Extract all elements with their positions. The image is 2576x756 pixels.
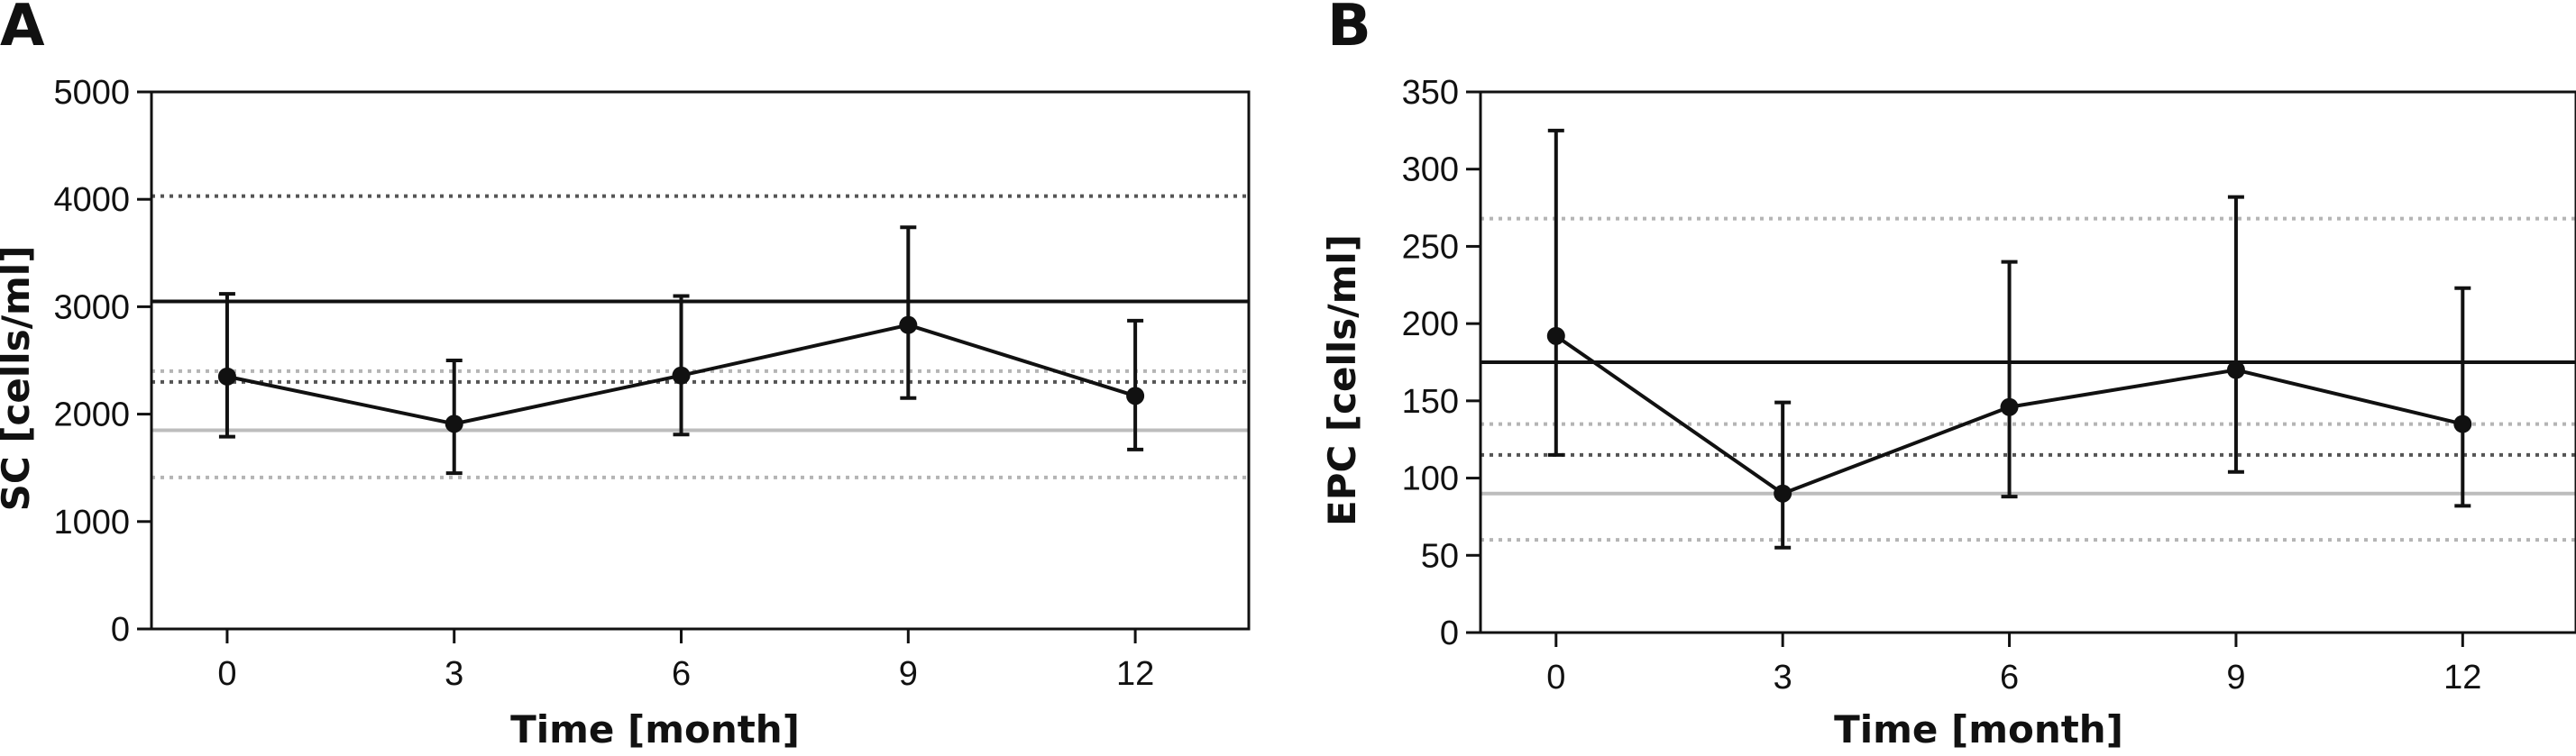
x-tick-label: 3 (1774, 659, 1792, 697)
data-point (899, 315, 918, 334)
x-tick-label: 0 (1546, 659, 1565, 697)
plot-frame (150, 90, 1251, 631)
y-tick-label: 350 (1402, 74, 1459, 112)
x-tick-label: 0 (217, 655, 236, 693)
data-point (2226, 360, 2245, 379)
y-tick-label: 0 (1440, 615, 1459, 652)
panel-letter: B (1327, 0, 1371, 59)
x-axis-title: Time [month] (510, 707, 800, 751)
data-point (217, 367, 236, 386)
x-tick-label: 3 (445, 655, 463, 693)
data-point (2000, 397, 2019, 416)
x-tick-label: 9 (899, 655, 918, 693)
data-point (1546, 326, 1565, 345)
x-tick-label: 12 (1116, 655, 1154, 693)
y-tick-label: 50 (1421, 537, 1459, 575)
chart-panel-a: A 0 1000 2000 3000 4000 5000 0 3 6 9 12 Time [month]… (0, 0, 1251, 751)
y-axis-title: SC [cells/ml] (0, 246, 38, 512)
x-axis-title: Time [month] (1834, 707, 2123, 751)
y-tick-label: 100 (1402, 460, 1459, 498)
y-tick-label: 300 (1402, 151, 1459, 189)
data-point (2453, 414, 2472, 433)
data-point (1126, 387, 1145, 405)
y-tick-label: 2000 (53, 396, 130, 434)
data-point (1774, 484, 1792, 503)
x-tick-label: 9 (2226, 659, 2245, 697)
x-tick-label: 6 (672, 655, 691, 693)
data-point (672, 366, 691, 385)
data-point (445, 414, 463, 433)
y-tick-label: 4000 (53, 181, 130, 219)
y-axis-title: EPC [cells/ml] (1320, 234, 1364, 526)
y-tick-label: 150 (1402, 383, 1459, 421)
y-tick-label: 200 (1402, 305, 1459, 343)
y-tick-label: 1000 (53, 504, 130, 542)
x-tick-label: 6 (2000, 659, 2019, 697)
panel-letter: A (0, 0, 45, 59)
y-tick-label: 3000 (53, 288, 130, 326)
y-tick-label: 250 (1402, 228, 1459, 266)
x-tick-label: 12 (2443, 659, 2481, 697)
chart-panel-b: B 0 50 100 150 200 250 300 350 0 3 6 9 12 Time [month]… (1320, 0, 2576, 751)
y-tick-label: 5000 (53, 74, 130, 112)
y-tick-label: 0 (111, 611, 130, 649)
plot-frame (1479, 90, 2576, 634)
